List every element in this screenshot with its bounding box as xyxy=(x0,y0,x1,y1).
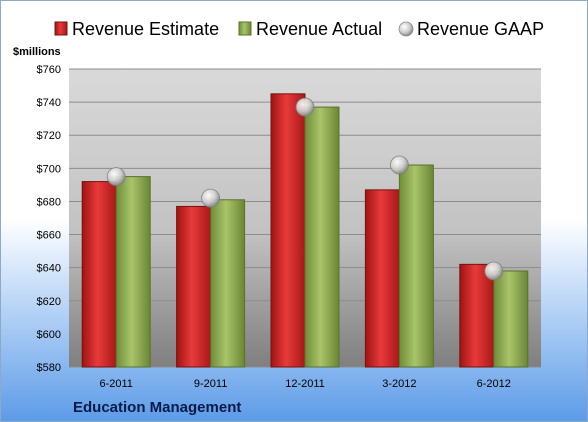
chart-legend: Revenue Estimate Revenue Actual Revenue GA… xyxy=(54,19,544,39)
y-tick-label: $740 xyxy=(37,97,61,109)
marker-revenue-gaap xyxy=(106,167,126,187)
y-tick-label: $620 xyxy=(37,296,61,308)
x-tick-label: 12-2011 xyxy=(285,378,325,390)
x-tick-label: 6-2011 xyxy=(99,378,132,390)
bar-revenue-actual xyxy=(304,106,340,368)
x-tick-label: 9-2011 xyxy=(194,378,227,390)
legend-label: Revenue Estimate xyxy=(72,19,219,39)
y-tick-label: $700 xyxy=(37,163,61,175)
y-tick-label: $680 xyxy=(37,196,61,208)
x-tick-label: 6-2012 xyxy=(477,378,511,390)
legend-label: Revenue Actual xyxy=(256,19,382,39)
y-axis-ticks: $580 $600 $620 $640 $660 $680 $700 $720 $740 $760 xyxy=(37,64,61,374)
y-axis-label: $millions xyxy=(13,46,61,58)
y-tick-label: $660 xyxy=(37,230,61,242)
bar-revenue-estimate xyxy=(364,189,400,368)
bar-revenue-actual xyxy=(398,164,434,368)
bar-revenue-estimate xyxy=(81,181,117,368)
marker-revenue-gaap xyxy=(295,97,315,117)
bar-revenue-estimate xyxy=(270,93,306,368)
company-name: Education Management xyxy=(73,399,241,416)
x-axis-ticks: 6-2011 9-2011 12-2011 3-2012 6-2012 xyxy=(99,378,510,390)
legend-swatch xyxy=(398,21,414,37)
marker-revenue-gaap xyxy=(201,188,221,208)
marker-revenue-gaap xyxy=(484,261,504,281)
bar-revenue-actual xyxy=(493,270,529,368)
gaap-markers xyxy=(106,97,504,281)
legend-swatch xyxy=(238,21,252,36)
marker-revenue-gaap xyxy=(389,155,409,175)
y-tick-label: $580 xyxy=(37,362,61,374)
y-tick-label: $760 xyxy=(37,64,61,76)
bar-revenue-estimate xyxy=(176,205,212,368)
bar-revenue-estimate xyxy=(459,263,495,368)
y-tick-label: $720 xyxy=(37,130,61,142)
bars xyxy=(81,93,529,368)
y-tick-label: $640 xyxy=(37,263,61,275)
y-tick-label: $600 xyxy=(37,329,61,341)
bar-revenue-actual xyxy=(115,176,151,368)
legend-label: Revenue GAAP xyxy=(417,19,544,39)
legend-swatch xyxy=(54,21,68,36)
x-tick-label: 3-2012 xyxy=(382,378,416,390)
bar-revenue-actual xyxy=(210,199,246,368)
